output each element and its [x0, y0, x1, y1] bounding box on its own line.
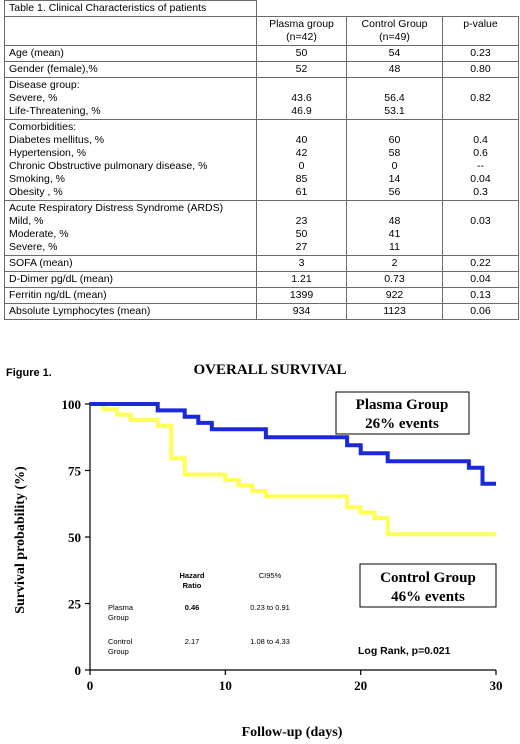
hr-header-line-2: Ratio: [183, 581, 202, 590]
hr-row-plasma-group-1: Plasma: [108, 603, 134, 612]
y-tick-label: 50: [68, 530, 81, 545]
cell-p-value: 0.80: [441, 61, 520, 78]
table-row: Absolute Lymphocytes (mean) 934 1123 0.06: [4, 303, 520, 320]
cell-p-value: 0.04: [441, 271, 520, 288]
cell-p-value: 0.22: [441, 255, 520, 272]
cell-characteristic: Absolute Lymphocytes (mean): [4, 303, 257, 320]
y-axis-label: Survival probability (%): [13, 466, 28, 614]
survival-curves: [90, 402, 496, 537]
control-box-line-1: Control Group: [380, 570, 476, 586]
cell-p-value: 0.23: [441, 45, 520, 62]
header-p-value: p-value: [441, 16, 520, 46]
cell-characteristic: SOFA (mean): [4, 255, 257, 272]
x-ticks: 0 10 20 30: [87, 670, 503, 693]
table-row: Acute Respiratory Distress Syndrome (ARD…: [4, 200, 520, 256]
hr-row-control-ci: 1.08 to 4.33: [250, 637, 290, 646]
cell-plasma: 3: [256, 255, 347, 272]
header-characteristic: [4, 16, 257, 46]
y-ticks: 0 25 50 75 100: [62, 397, 90, 678]
cell-p-value: 0.82: [441, 77, 520, 120]
plasma-box-line-1: Plasma Group: [356, 397, 449, 413]
control-survival-line: [90, 402, 496, 537]
cell-characteristic: D-Dimer pg/dL (mean): [4, 271, 257, 288]
hr-row-plasma-ci: 0.23 to 0.91: [250, 603, 290, 612]
hazard-ratio-table: Hazard Ratio CI95% Plasma Group 0.46 0.2…: [108, 571, 290, 656]
cell-control: 54: [346, 45, 443, 62]
cell-p-value: 0.13: [441, 287, 520, 304]
y-tick-label: 100: [62, 397, 82, 412]
hr-row-plasma-group-2: Group: [108, 613, 129, 622]
plasma-group-box: Plasma Group 26% events: [335, 391, 470, 435]
table-row: Gender (female),% 52 48 0.80: [4, 61, 520, 78]
chart-title: OVERALL SURVIVAL: [193, 362, 347, 378]
hr-row-control-group-2: Group: [108, 647, 129, 656]
plasma-survival-line: [90, 402, 496, 486]
cell-characteristic: Comorbidities: Diabetes mellitus, % Hypert…: [4, 119, 257, 201]
survival-chart: 0 25 50 75 100 0 10 20 30 Survival probability …: [13, 391, 503, 740]
table-row: Ferritin ng/dL (mean) 1399 922 0.13: [4, 287, 520, 304]
table-caption: Table 1. Clinical Characteristics of pat…: [4, 0, 257, 17]
table-header-row: Plasma group (n=42) Control Group (n=49)…: [4, 16, 520, 46]
cell-plasma: 43.6 46.9: [256, 77, 347, 120]
cell-plasma: 40 42 0 85 61: [256, 119, 347, 201]
hr-row-plasma-hr: 0.46: [185, 603, 200, 612]
cell-p-value: 0.03: [441, 200, 520, 256]
clinical-characteristics-table-wrap: Table 1. Clinical Characteristics of pat…: [4, 0, 520, 320]
x-axis-label: Follow-up (days): [242, 725, 343, 740]
cell-control: 60 58 0 14 56: [346, 119, 443, 201]
cell-control: 56.4 53.1: [346, 77, 443, 120]
cell-plasma: 23 50 27: [256, 200, 347, 256]
figure-label: Figure 1.: [6, 367, 52, 379]
control-group-box: Control Group 46% events: [359, 563, 497, 608]
table-row: D-Dimer pg/dL (mean) 1.21 0.73 0.04: [4, 271, 520, 288]
cell-control: 48 41 11: [346, 200, 443, 256]
hr-header-line-1: Hazard: [179, 571, 204, 580]
clinical-characteristics-table: Table 1. Clinical Characteristics of pat…: [4, 0, 520, 320]
cell-p-value: 0.4 0.6 -- 0.04 0.3: [441, 119, 520, 201]
cell-plasma: 50: [256, 45, 347, 62]
cell-characteristic: Gender (female),%: [4, 61, 257, 78]
cell-control: 922: [346, 287, 443, 304]
x-tick-label: 30: [490, 678, 503, 693]
cell-plasma: 934: [256, 303, 347, 320]
control-box-line-2: 46% events: [391, 589, 465, 605]
header-control-group: Control Group (n=49): [346, 16, 443, 46]
hr-row-control-group-1: Control: [108, 637, 133, 646]
x-tick-label: 20: [354, 678, 367, 693]
cell-p-value: 0.06: [441, 303, 520, 320]
cell-characteristic: Ferritin ng/dL (mean): [4, 287, 257, 304]
header-plasma-group: Plasma group (n=42): [256, 16, 347, 46]
cell-control: 0.73: [346, 271, 443, 288]
table-caption-row: Table 1. Clinical Characteristics of pat…: [4, 0, 519, 17]
x-tick-label: 0: [87, 678, 94, 693]
y-tick-label: 0: [75, 663, 82, 678]
y-tick-label: 75: [68, 464, 82, 479]
cell-characteristic: Age (mean): [4, 45, 257, 62]
cell-control: 2: [346, 255, 443, 272]
plasma-box-line-2: 26% events: [365, 416, 439, 432]
x-tick-label: 10: [219, 678, 232, 693]
cell-control: 1123: [346, 303, 443, 320]
table-row: SOFA (mean) 3 2 0.22: [4, 255, 520, 272]
cell-control: 48: [346, 61, 443, 78]
cell-characteristic: Acute Respiratory Distress Syndrome (ARD…: [4, 200, 257, 256]
ci-header: CI95%: [259, 571, 282, 580]
cell-plasma: 1.21: [256, 271, 347, 288]
log-rank-text: Log Rank, p=0.021: [358, 645, 451, 657]
table-row: Comorbidities: Diabetes mellitus, % Hypert…: [4, 119, 520, 201]
cell-plasma: 52: [256, 61, 347, 78]
cell-plasma: 1399: [256, 287, 347, 304]
cell-characteristic: Disease group: Severe, % Life-Threatening,…: [4, 77, 257, 120]
table-row: Age (mean) 50 54 0.23: [4, 45, 520, 62]
hr-row-control-hr: 2.17: [185, 637, 200, 646]
y-tick-label: 25: [68, 597, 82, 612]
table-row: Disease group: Severe, % Life-Threatening,…: [4, 77, 520, 120]
